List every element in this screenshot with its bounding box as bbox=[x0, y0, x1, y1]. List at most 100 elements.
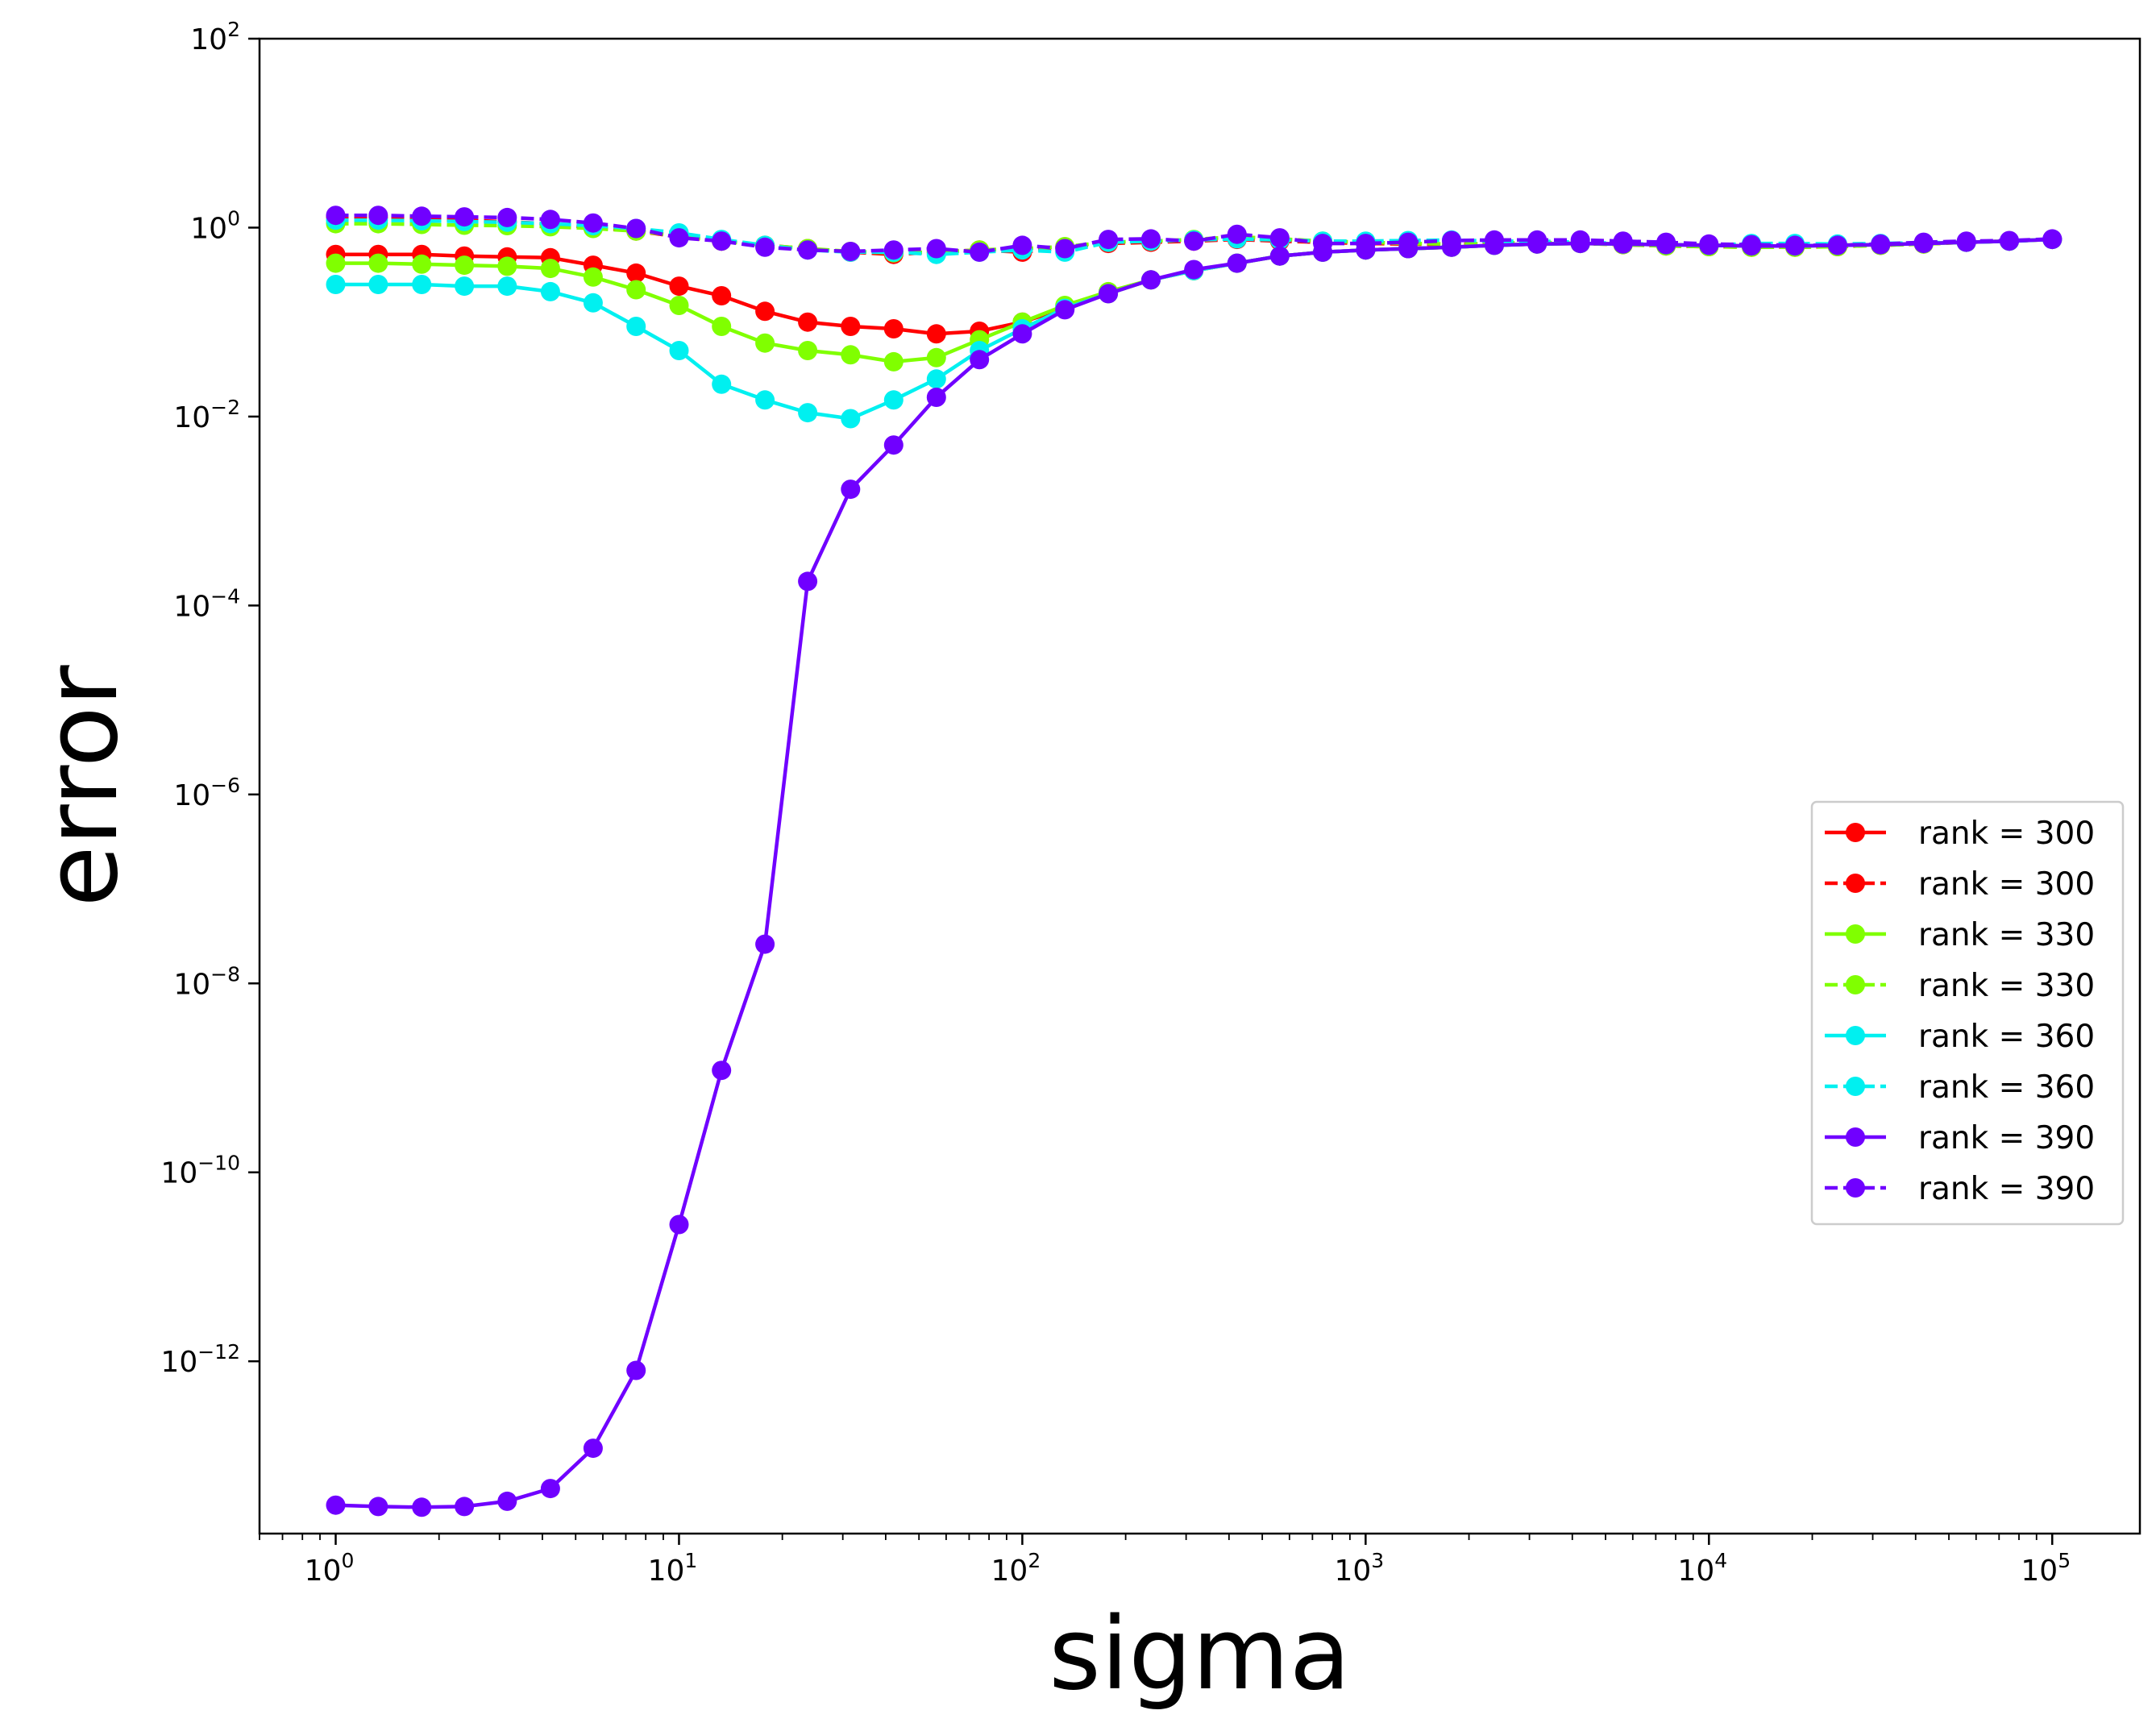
data-point bbox=[455, 1497, 475, 1517]
data-point bbox=[926, 324, 946, 344]
data-point bbox=[926, 369, 946, 389]
data-point bbox=[326, 275, 346, 294]
data-point bbox=[970, 350, 990, 370]
data-point bbox=[712, 286, 732, 305]
legend-marker bbox=[1846, 1077, 1865, 1096]
y-tick-label: 10−2 bbox=[173, 396, 240, 434]
legend-label: rank = 360 bbox=[1918, 1069, 2095, 1106]
data-point bbox=[497, 1491, 517, 1511]
data-point bbox=[712, 374, 732, 394]
data-point bbox=[412, 254, 432, 274]
y-tick-label: 100 bbox=[190, 206, 240, 245]
legend-label: rank = 360 bbox=[1918, 1019, 2095, 1055]
data-point bbox=[626, 1360, 646, 1380]
data-point bbox=[583, 267, 603, 287]
x-axis: 100 101 102 103 104 105 bbox=[259, 1534, 2071, 1588]
data-point bbox=[1055, 239, 1075, 259]
data-point bbox=[412, 275, 432, 294]
legend-marker bbox=[1846, 823, 1865, 842]
data-point bbox=[412, 206, 432, 226]
data-point bbox=[540, 1479, 560, 1499]
data-point bbox=[1099, 230, 1119, 250]
data-point bbox=[626, 280, 646, 300]
data-point bbox=[2000, 230, 2019, 251]
data-point bbox=[583, 293, 603, 313]
y-tick-label: 10−12 bbox=[160, 1340, 240, 1379]
data-point bbox=[455, 276, 475, 297]
data-point bbox=[540, 259, 560, 279]
data-point bbox=[1356, 234, 1376, 254]
data-point bbox=[583, 213, 603, 233]
legend-entry: rank = 330 bbox=[1825, 917, 2095, 953]
legend-label: rank = 300 bbox=[1918, 816, 2095, 852]
series-8 bbox=[326, 205, 2063, 262]
y-tick-label: 102 bbox=[190, 18, 240, 56]
data-point bbox=[669, 1214, 689, 1235]
data-point bbox=[883, 240, 904, 260]
data-point bbox=[1141, 229, 1161, 249]
data-point bbox=[1913, 232, 1934, 252]
data-point bbox=[1313, 234, 1333, 254]
data-point bbox=[970, 242, 990, 262]
data-point bbox=[1184, 231, 1204, 251]
data-point bbox=[712, 317, 732, 336]
x-tick-label: 101 bbox=[648, 1549, 698, 1588]
data-point bbox=[1227, 224, 1247, 244]
legend-marker bbox=[1846, 1026, 1865, 1045]
x-axis-title: sigma bbox=[1049, 1596, 1351, 1712]
data-point bbox=[841, 345, 861, 365]
data-point bbox=[798, 403, 818, 423]
data-point bbox=[326, 253, 346, 273]
legend-label: rank = 390 bbox=[1918, 1171, 2095, 1207]
data-point bbox=[798, 240, 818, 260]
legend-entry: rank = 360 bbox=[1825, 1069, 2095, 1106]
data-point bbox=[1269, 246, 1290, 266]
legend-entry: rank = 300 bbox=[1825, 866, 2095, 903]
y-tick-label: 10−10 bbox=[160, 1152, 240, 1190]
data-point bbox=[1227, 253, 1247, 273]
data-point bbox=[497, 276, 517, 297]
legend-entry: rank = 300 bbox=[1825, 816, 2095, 852]
data-point bbox=[626, 317, 646, 336]
data-point bbox=[841, 409, 861, 429]
data-point bbox=[1485, 230, 1504, 250]
x-tick-label: 104 bbox=[1677, 1549, 1727, 1588]
legend-box bbox=[1810, 800, 2125, 1226]
data-point bbox=[841, 242, 861, 261]
data-point bbox=[755, 237, 775, 257]
data-point bbox=[1398, 232, 1419, 252]
data-point bbox=[1570, 230, 1590, 250]
data-point bbox=[883, 319, 904, 338]
legend-label: rank = 300 bbox=[1918, 866, 2095, 903]
data-point bbox=[755, 934, 775, 954]
data-point bbox=[755, 333, 775, 353]
legend-entry: rank = 360 bbox=[1825, 1019, 2095, 1055]
data-point bbox=[669, 276, 689, 297]
data-point bbox=[1742, 235, 1762, 255]
legend: rank = 300 rank = 300 rank = 330 rank = 330… bbox=[1810, 800, 2125, 1226]
data-point bbox=[1269, 228, 1290, 248]
data-point bbox=[540, 210, 560, 230]
data-point bbox=[1956, 231, 1976, 251]
data-point bbox=[712, 1061, 732, 1081]
x-tick-label: 105 bbox=[2021, 1549, 2071, 1588]
data-point bbox=[626, 263, 646, 283]
legend-entry: rank = 390 bbox=[1825, 1171, 2095, 1207]
data-point bbox=[1012, 235, 1032, 255]
data-point bbox=[1012, 324, 1032, 344]
data-point bbox=[368, 253, 388, 273]
data-point bbox=[626, 218, 646, 239]
data-point bbox=[540, 281, 560, 301]
data-point bbox=[1785, 235, 1805, 255]
legend-entry: rank = 330 bbox=[1825, 968, 2095, 1004]
data-point bbox=[1141, 270, 1161, 290]
data-point bbox=[497, 207, 517, 227]
data-point bbox=[841, 479, 861, 500]
data-point bbox=[798, 571, 818, 592]
data-point bbox=[583, 1438, 603, 1459]
data-point bbox=[1656, 232, 1676, 252]
x-tick-label: 103 bbox=[1334, 1549, 1384, 1588]
data-point bbox=[2042, 229, 2063, 249]
legend-marker bbox=[1846, 1178, 1865, 1198]
